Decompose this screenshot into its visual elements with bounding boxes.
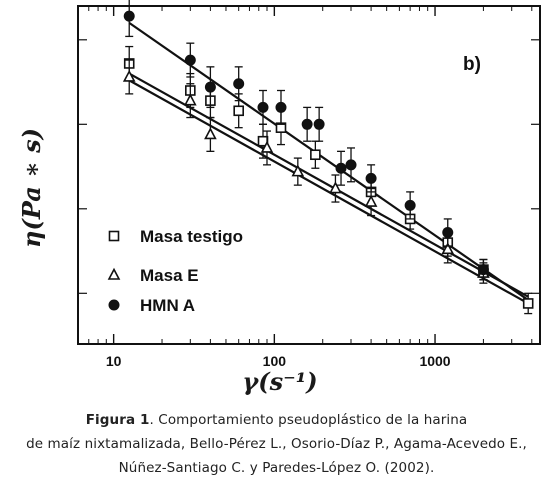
legend: Masa testigo Masa E HMN A bbox=[107, 227, 243, 315]
data-point-hmn-a bbox=[184, 54, 196, 66]
data-point-hmn-a bbox=[477, 264, 489, 276]
caption-line-2: de maíz nixtamalizada, Bello-Pérez L., O… bbox=[26, 436, 527, 452]
data-point-masa-testigo bbox=[522, 298, 534, 309]
panel-label: b) bbox=[463, 54, 481, 75]
data-point-masa-e bbox=[260, 140, 274, 153]
data-point-hmn-a bbox=[345, 159, 357, 171]
data-point-hmn-a bbox=[257, 101, 269, 113]
x-tick-label: 1000 bbox=[419, 353, 450, 369]
plot-frame bbox=[77, 5, 541, 345]
caption-line-3: Núñez-Santiago C. y Paredes-López O. (20… bbox=[118, 460, 435, 476]
caption-line-1-text: . Comportamiento pseudoplástico de la ha… bbox=[149, 412, 468, 428]
legend-label-masa-testigo: Masa testigo bbox=[140, 227, 243, 246]
data-point-hmn-a bbox=[275, 101, 287, 113]
legend-marker-masa-e bbox=[107, 267, 121, 280]
data-point-hmn-a bbox=[365, 172, 377, 184]
data-point-masa-e bbox=[183, 93, 197, 106]
legend-label-masa-e: Masa E bbox=[140, 266, 199, 285]
data-point-hmn-a bbox=[442, 226, 454, 238]
caption-figure-label: Figura 1 bbox=[85, 412, 150, 428]
data-point-masa-e bbox=[329, 181, 342, 194]
data-point-masa-e bbox=[441, 242, 455, 255]
x-axis-label: γ(s⁻¹) bbox=[242, 367, 317, 396]
data-point-hmn-a bbox=[123, 10, 135, 22]
legend-label-hmn-a: HMN A bbox=[140, 296, 195, 315]
y-axis-label: η(Pa ∗ s) bbox=[17, 128, 46, 248]
data-point-masa-e bbox=[364, 194, 378, 207]
fit-line bbox=[128, 21, 529, 301]
data-point-hmn-a bbox=[404, 199, 416, 211]
fit-line bbox=[128, 79, 529, 305]
legend-marker-masa-testigo bbox=[108, 230, 120, 242]
data-point-hmn-a bbox=[233, 78, 245, 90]
data-point-masa-testigo bbox=[233, 105, 244, 117]
data-point-masa-e bbox=[204, 127, 217, 140]
data-point-masa-testigo bbox=[310, 149, 321, 161]
x-tick-label: 100 bbox=[263, 353, 287, 369]
data-point-hmn-a bbox=[313, 118, 325, 130]
fit-line bbox=[128, 72, 529, 298]
data-point-hmn-a bbox=[301, 118, 313, 130]
data-point-hmn-a bbox=[204, 81, 216, 93]
data-point-masa-e bbox=[291, 164, 305, 177]
legend-marker-hmn-a bbox=[108, 299, 120, 311]
data-point-hmn-a bbox=[335, 162, 347, 174]
x-tick-label: 10 bbox=[106, 353, 122, 369]
caption-line-1: Figura 1. Comportamiento pseudoplástico … bbox=[0, 412, 553, 428]
data-point-masa-e bbox=[122, 69, 136, 82]
